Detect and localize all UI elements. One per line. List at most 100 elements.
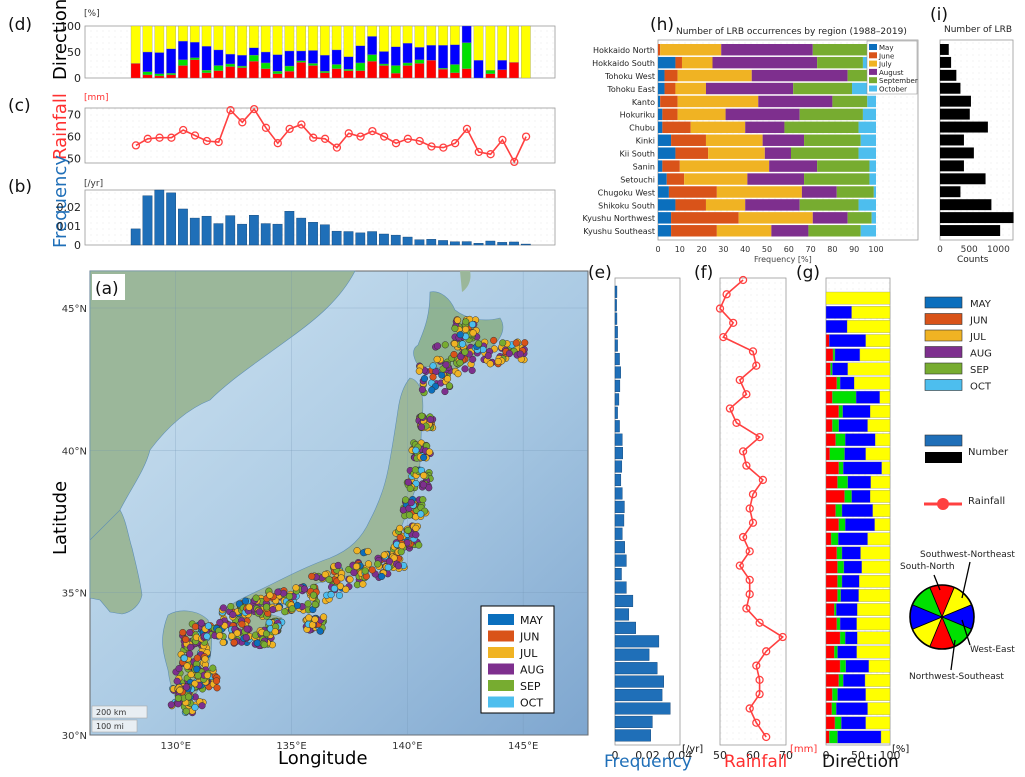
lrb-point	[241, 597, 250, 605]
h-bar-segment	[762, 134, 805, 146]
h-bar-segment	[671, 134, 706, 146]
map-ylabel: Latitude	[50, 481, 71, 555]
c-point	[226, 106, 235, 115]
g-bar-segment	[846, 320, 891, 333]
g-bar-segment	[825, 617, 838, 631]
lrb-point	[311, 600, 319, 608]
h-category-label: Shikoku South	[598, 201, 655, 210]
d-bar-segment	[461, 42, 472, 69]
g-bar-segment	[825, 631, 841, 645]
h-bar-segment	[804, 173, 870, 185]
h-bar-segment	[675, 199, 706, 211]
i-bar	[940, 160, 964, 172]
h-bar-segment	[664, 82, 676, 95]
i-xtick: 1000	[987, 245, 1010, 255]
lrb-point	[433, 342, 442, 350]
pie-leader-swne	[961, 561, 971, 599]
d-bar-segment	[142, 74, 153, 79]
g-bar-segment	[856, 617, 891, 631]
g-bar-segment	[839, 631, 846, 645]
right-legend-label-may: MAY	[970, 299, 992, 310]
i-bar	[940, 82, 961, 94]
i-bar	[940, 44, 949, 55]
i-xlabel: Counts	[957, 255, 989, 265]
g-bar-segment	[855, 390, 880, 404]
map-ytick: 40°N	[62, 446, 87, 457]
g-bar-segment	[840, 589, 859, 602]
i-xtick: 0	[937, 245, 943, 255]
h-category-label: Kinki	[636, 137, 655, 146]
f-point	[742, 461, 751, 470]
f-xtick: 60	[746, 749, 760, 762]
g-bar-segment	[825, 447, 830, 461]
c-point	[309, 133, 318, 142]
lrb-point	[316, 627, 324, 635]
d-bar-segment	[509, 25, 519, 63]
scale-bar-mi	[91, 719, 138, 733]
b-bar	[296, 217, 307, 246]
h-bar-segment	[712, 56, 818, 69]
lrb-point	[457, 353, 465, 361]
lrb-point	[281, 608, 289, 616]
h-category-label: Hokkaido South	[592, 59, 655, 68]
map-xtick: 135°E	[276, 741, 306, 752]
h-bar-segment	[832, 95, 868, 108]
lrb-point	[198, 702, 206, 710]
h-bar-segment	[745, 121, 785, 134]
g-bar-segment	[837, 730, 882, 744]
lrb-point	[456, 331, 464, 339]
lrb-point	[374, 560, 382, 568]
e-bar	[614, 662, 658, 675]
d-bar-segment	[178, 59, 188, 66]
g-bar-segment	[879, 390, 891, 404]
g-bar-segment	[838, 461, 844, 475]
map-korea	[89, 509, 143, 615]
direction-by-latitude-chart: 0 50 100	[823, 277, 901, 762]
g-bar-segment	[841, 716, 866, 730]
h-bar-segment	[817, 160, 870, 172]
c-point	[261, 123, 271, 132]
h-bar-segment	[764, 147, 791, 159]
h-bar-segment	[799, 199, 859, 211]
lrb-point	[438, 371, 446, 379]
h-bar-segment	[705, 199, 746, 211]
lrb-point	[293, 601, 301, 609]
lrb-point	[252, 594, 260, 602]
lrb-point	[384, 563, 392, 572]
b-bar	[390, 234, 401, 246]
right-legend-swatch-may	[924, 296, 963, 309]
h-xtick: 90	[849, 245, 859, 254]
lrb-point	[230, 638, 238, 647]
c-ytick: 70	[67, 109, 81, 122]
lrb-point	[194, 672, 202, 680]
lrb-point	[310, 591, 318, 599]
c-point	[332, 143, 342, 152]
g-bar-segment	[825, 574, 838, 588]
d-bar-segment	[178, 25, 188, 42]
f-point	[752, 718, 761, 727]
b-bar	[284, 211, 295, 246]
f-point	[715, 304, 725, 313]
d-bar-segment	[438, 25, 448, 46]
g-bar-segment	[825, 518, 839, 532]
d-bar-segment	[296, 50, 307, 61]
b-bar	[260, 223, 271, 246]
lrb-point	[175, 664, 183, 673]
d-bar-segment	[402, 62, 413, 66]
h-category-label: Kanto	[632, 98, 655, 107]
c-point	[273, 139, 282, 148]
lrb-point	[243, 625, 251, 633]
lrb-point	[415, 541, 423, 549]
d-bar-segment	[450, 25, 460, 45]
lrb-point	[213, 677, 221, 685]
h-xtick: 0	[655, 245, 660, 254]
g-bar-segment	[830, 532, 839, 546]
h-xtick: 70	[806, 245, 816, 254]
d-bar-segment	[142, 71, 153, 76]
c-point	[439, 143, 448, 152]
lrb-point	[219, 604, 227, 612]
g-bar-segment	[843, 560, 862, 574]
d-bar-segment	[426, 45, 437, 61]
g-bar-segment	[835, 433, 846, 447]
d-bar-segment	[249, 61, 259, 79]
